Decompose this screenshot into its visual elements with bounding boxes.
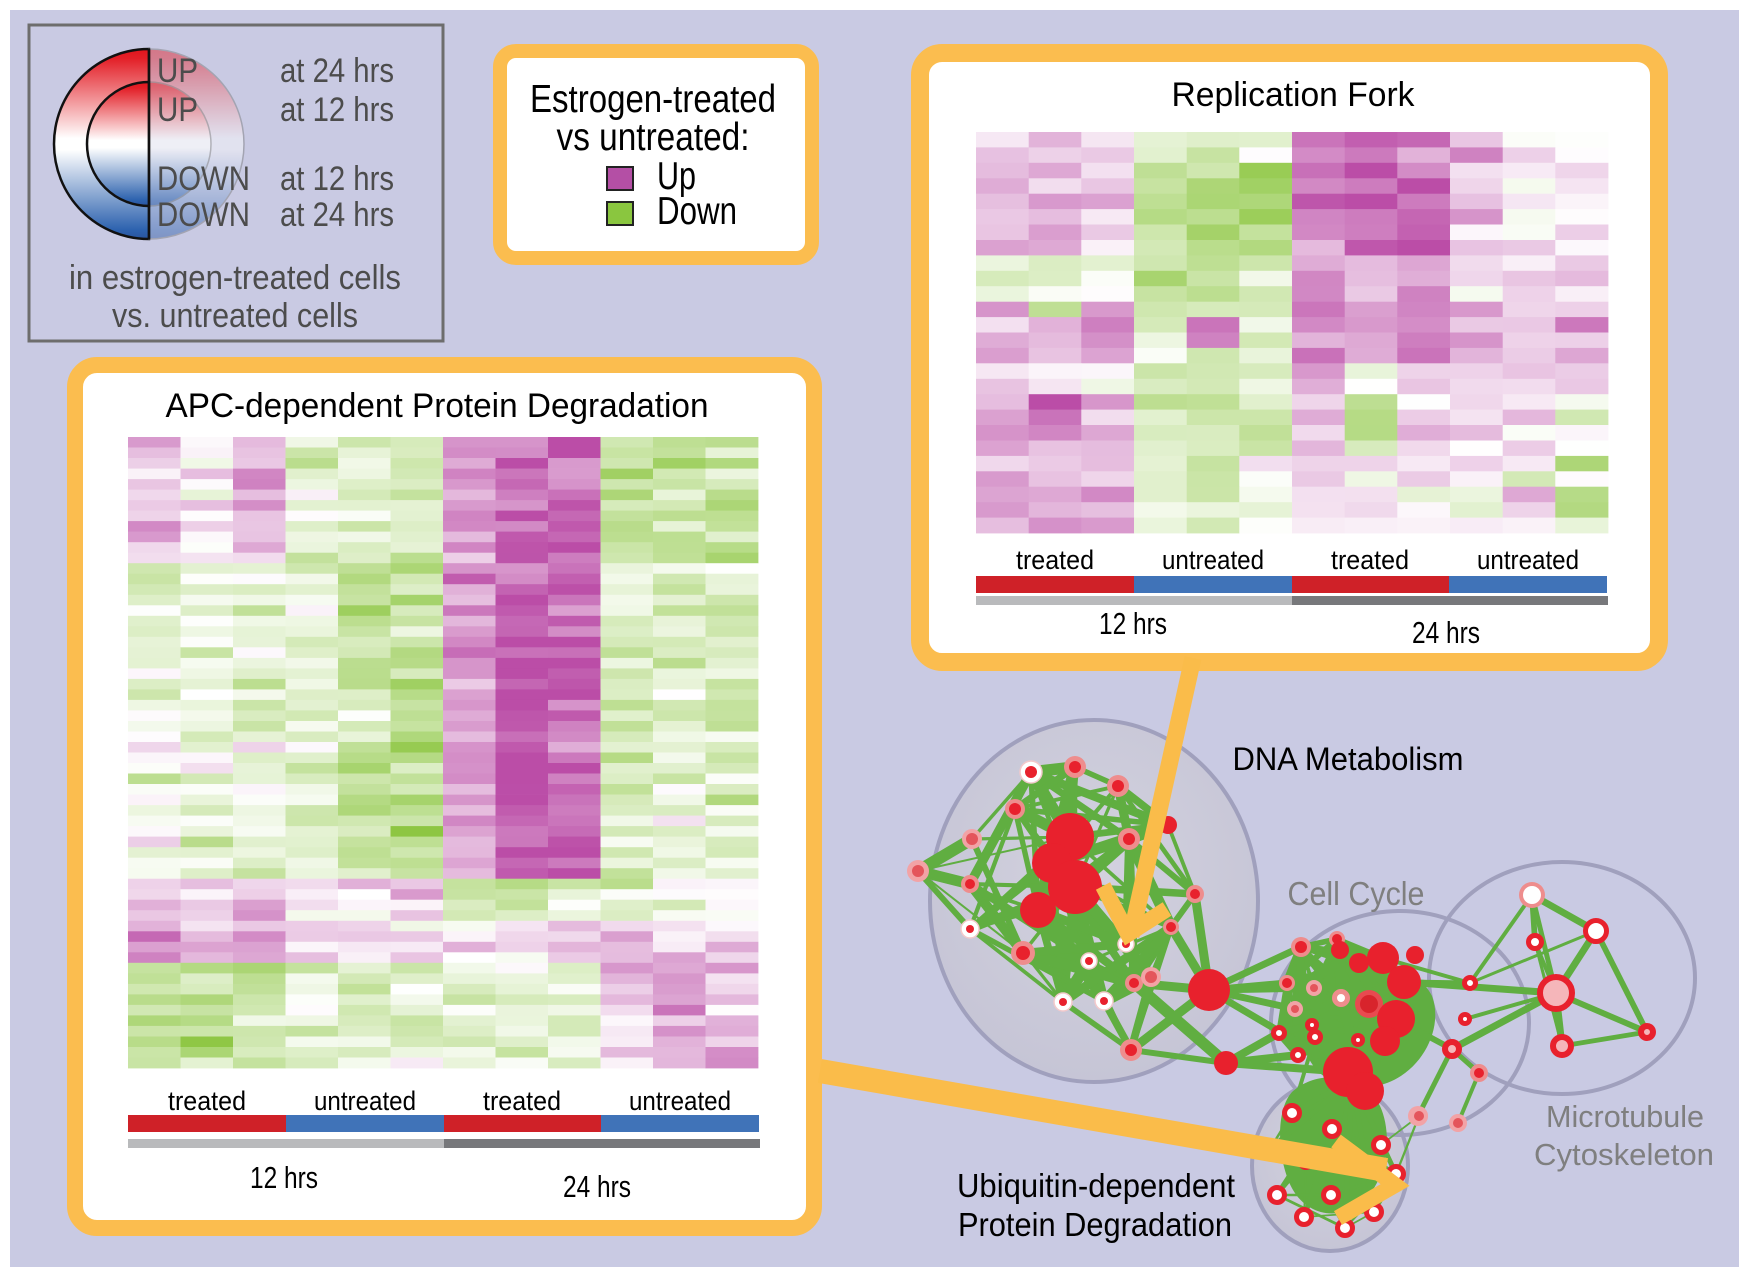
svg-text:Cytoskeleton: Cytoskeleton <box>1534 1137 1714 1172</box>
svg-text:untreated: untreated <box>1162 545 1264 575</box>
svg-text:APC-dependent Protein Degradat: APC-dependent Protein Degradation <box>166 387 709 425</box>
svg-text:Cell Cycle: Cell Cycle <box>1288 875 1425 912</box>
svg-text:12 hrs: 12 hrs <box>250 1160 318 1195</box>
svg-text:DOWN: DOWN <box>157 160 250 198</box>
svg-text:Down: Down <box>657 190 737 233</box>
svg-text:untreated: untreated <box>314 1086 416 1116</box>
svg-text:24 hrs: 24 hrs <box>1412 615 1480 650</box>
svg-text:UP: UP <box>157 52 198 90</box>
svg-text:vs. untreated cells: vs. untreated cells <box>112 297 358 335</box>
svg-text:treated: treated <box>1331 545 1409 575</box>
svg-text:treated: treated <box>1016 545 1094 575</box>
svg-text:at 12 hrs: at 12 hrs <box>280 91 394 129</box>
svg-text:in estrogen-treated cells: in estrogen-treated cells <box>69 259 401 297</box>
svg-text:treated: treated <box>168 1086 246 1116</box>
svg-text:treated: treated <box>483 1086 561 1116</box>
svg-text:untreated: untreated <box>629 1086 731 1116</box>
svg-text:Estrogen-treated: Estrogen-treated <box>530 78 776 121</box>
svg-text:Up: Up <box>657 155 696 198</box>
svg-text:12 hrs: 12 hrs <box>1099 606 1167 641</box>
svg-text:UP: UP <box>157 91 198 129</box>
svg-text:Protein Degradation: Protein Degradation <box>958 1206 1232 1243</box>
svg-text:at 24 hrs: at 24 hrs <box>280 52 394 90</box>
svg-text:DNA Metabolism: DNA Metabolism <box>1233 741 1464 777</box>
svg-text:DOWN: DOWN <box>157 196 250 234</box>
svg-text:at 12 hrs: at 12 hrs <box>280 160 394 198</box>
svg-text:vs untreated:: vs untreated: <box>557 116 750 159</box>
svg-text:Replication Fork: Replication Fork <box>1172 76 1416 114</box>
svg-text:at 24 hrs: at 24 hrs <box>280 196 394 234</box>
svg-text:untreated: untreated <box>1477 545 1579 575</box>
svg-text:Ubiquitin-dependent: Ubiquitin-dependent <box>957 1167 1235 1204</box>
svg-text:24 hrs: 24 hrs <box>563 1169 631 1204</box>
svg-text:Microtubule: Microtubule <box>1546 1099 1704 1134</box>
